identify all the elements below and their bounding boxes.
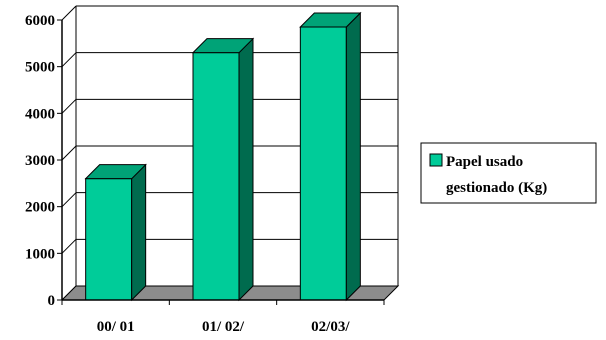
bar-front: [192, 52, 240, 301]
legend: Papel usado gestionado (Kg): [420, 142, 597, 204]
y-tick-label: 5000: [25, 60, 55, 76]
bar-front: [299, 26, 347, 301]
legend-swatch: [429, 153, 443, 167]
bar-side: [345, 11, 361, 302]
gridline-side: [61, 145, 77, 161]
gridline-side: [61, 238, 77, 254]
gridline-side: [61, 52, 77, 68]
y-tick-label: 3000: [25, 153, 55, 169]
y-tick-label: 6000: [25, 13, 55, 29]
bars: [84, 11, 362, 302]
bar-top: [191, 38, 255, 54]
x-tick-label: 00/ 01: [97, 319, 135, 335]
y-tick-label: 0: [48, 293, 56, 309]
y-tick-label: 4000: [25, 106, 55, 122]
bar-top: [84, 164, 147, 180]
y-tick-label: 1000: [25, 246, 55, 262]
gridline-side: [61, 5, 77, 21]
legend-label-line-2: gestionado (Kg): [446, 180, 547, 196]
y-axis-ticks: 0 1000 2000 3000 4000 5000 6000: [25, 13, 62, 309]
gridline-side: [61, 98, 77, 114]
legend-label-line-1: Papel usado: [446, 154, 523, 170]
x-axis-ticks: 00/ 01 01/ 02/02/03/: [61, 299, 385, 335]
bar: [191, 37, 255, 302]
y-tick-label: 2000: [25, 200, 55, 216]
legend-box: [420, 142, 597, 204]
bar-side: [238, 37, 254, 302]
x-tick-label: 02/03/: [311, 319, 350, 335]
bar: [84, 163, 147, 302]
x-tick-label: 01/ 02/: [202, 319, 245, 335]
bar-front: [85, 178, 133, 301]
bar-side: [131, 163, 147, 302]
bar: [299, 11, 362, 302]
gridline-side: [61, 192, 77, 208]
bar-top: [299, 12, 362, 28]
